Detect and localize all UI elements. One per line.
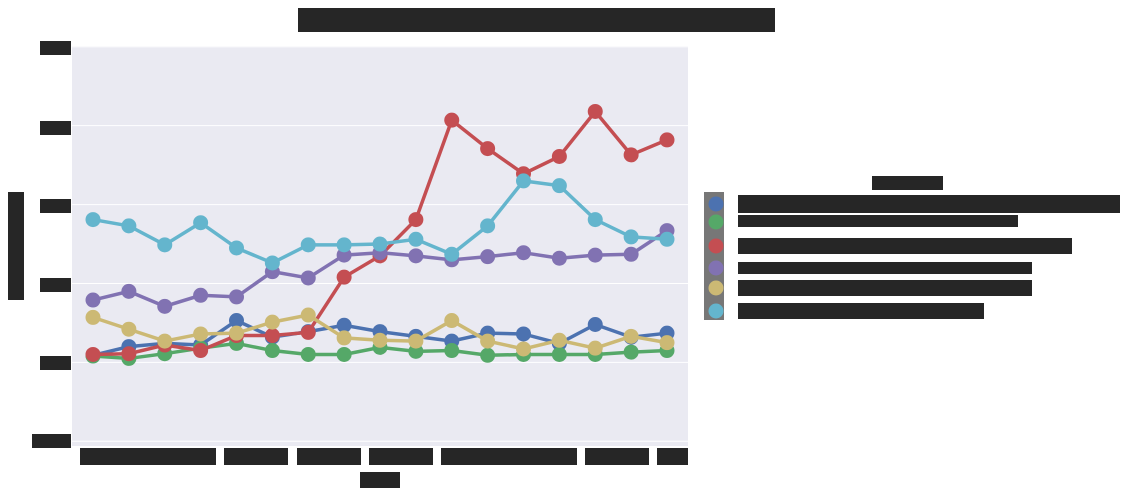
point	[480, 347, 496, 363]
point	[408, 333, 424, 349]
point	[587, 317, 603, 333]
legend-marker	[708, 303, 724, 319]
point	[551, 178, 567, 194]
point	[336, 247, 352, 263]
legend-marker	[708, 238, 724, 254]
point	[516, 341, 531, 357]
point	[85, 346, 101, 362]
point	[551, 148, 567, 164]
point	[300, 270, 316, 286]
point	[121, 346, 137, 362]
point	[516, 326, 531, 342]
point	[193, 287, 209, 303]
point	[336, 269, 352, 285]
point	[551, 346, 567, 362]
point	[551, 250, 567, 266]
point	[85, 212, 101, 228]
point	[659, 132, 675, 148]
point	[372, 332, 388, 348]
point	[587, 247, 603, 263]
legend-marker	[708, 214, 724, 230]
point	[121, 218, 137, 234]
point	[480, 218, 496, 234]
point	[623, 246, 639, 262]
point	[408, 248, 424, 264]
point	[157, 237, 173, 253]
point	[264, 314, 280, 330]
point	[85, 292, 101, 308]
point	[480, 249, 496, 265]
point	[300, 237, 316, 253]
point	[157, 333, 173, 349]
point	[300, 307, 316, 323]
point	[587, 340, 603, 356]
point	[85, 309, 101, 325]
point	[336, 237, 352, 253]
point	[193, 343, 209, 359]
point	[121, 283, 137, 299]
point	[516, 245, 531, 261]
point	[623, 147, 639, 163]
point	[229, 313, 244, 329]
point	[300, 346, 316, 362]
point	[444, 112, 460, 128]
point	[336, 346, 352, 362]
point	[587, 103, 603, 119]
point	[623, 229, 639, 245]
point	[659, 231, 675, 247]
point	[408, 212, 424, 228]
point	[336, 317, 352, 333]
point	[264, 343, 280, 359]
point	[264, 328, 280, 344]
point	[121, 321, 137, 337]
point	[300, 324, 316, 340]
point	[264, 255, 280, 271]
legend-marker	[708, 196, 724, 212]
legend-marker	[708, 260, 724, 276]
point	[444, 246, 460, 262]
redacted-text	[8, 8, 1120, 488]
point	[193, 215, 209, 231]
point	[336, 330, 352, 346]
point	[587, 212, 603, 228]
point	[623, 328, 639, 344]
point	[623, 344, 639, 360]
legend-marker	[708, 280, 724, 296]
point	[444, 343, 460, 359]
point	[408, 343, 424, 359]
point	[516, 173, 531, 189]
point	[229, 289, 244, 305]
point	[157, 298, 173, 314]
point	[444, 313, 460, 329]
point	[229, 325, 244, 341]
point	[372, 236, 388, 252]
point	[659, 335, 675, 351]
point	[480, 141, 496, 157]
point	[551, 332, 567, 348]
point	[229, 240, 244, 256]
point	[193, 326, 209, 342]
point	[480, 333, 496, 349]
point	[408, 231, 424, 247]
